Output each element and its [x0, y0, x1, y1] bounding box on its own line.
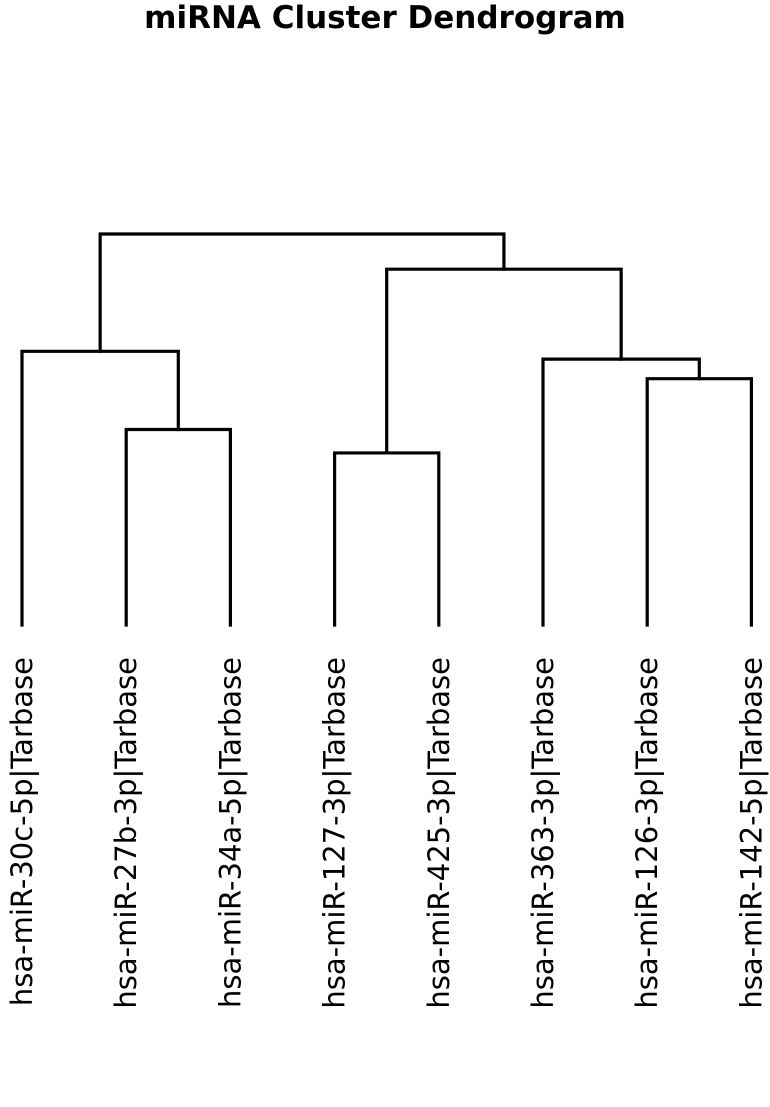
leaf-labels: hsa-miR-30c-5p|Tarbase hsa-miR-27b-3p|Tar… — [5, 657, 768, 1009]
dendrogram-link-0 — [645, 377, 753, 627]
leaf-label-1: hsa-miR-27b-3p|Tarbase — [109, 657, 143, 1009]
leaf-label-6: hsa-miR-126-3p|Tarbase — [630, 657, 664, 1009]
dendrogram-link-5 — [385, 267, 623, 455]
leaf-label-4: hsa-miR-425-3p|Tarbase — [422, 657, 456, 1009]
dendrogram-link-4 — [20, 349, 180, 627]
dendrogram-link-3 — [541, 357, 701, 627]
chart-title: miRNA Cluster Dendrogram — [144, 0, 626, 36]
dendrogram-link-1 — [124, 427, 232, 627]
leaf-label-5: hsa-miR-363-3p|Tarbase — [526, 657, 560, 1009]
dendrogram-link-6 — [98, 232, 506, 353]
leaf-label-0: hsa-miR-30c-5p|Tarbase — [5, 657, 39, 1006]
leaf-label-7: hsa-miR-142-5p|Tarbase — [734, 657, 768, 1009]
dendrogram-link-2 — [333, 451, 441, 627]
leaf-label-2: hsa-miR-34a-5p|Tarbase — [213, 657, 247, 1008]
dendrogram-links — [20, 232, 753, 627]
leaf-label-3: hsa-miR-127-3p|Tarbase — [318, 657, 352, 1009]
